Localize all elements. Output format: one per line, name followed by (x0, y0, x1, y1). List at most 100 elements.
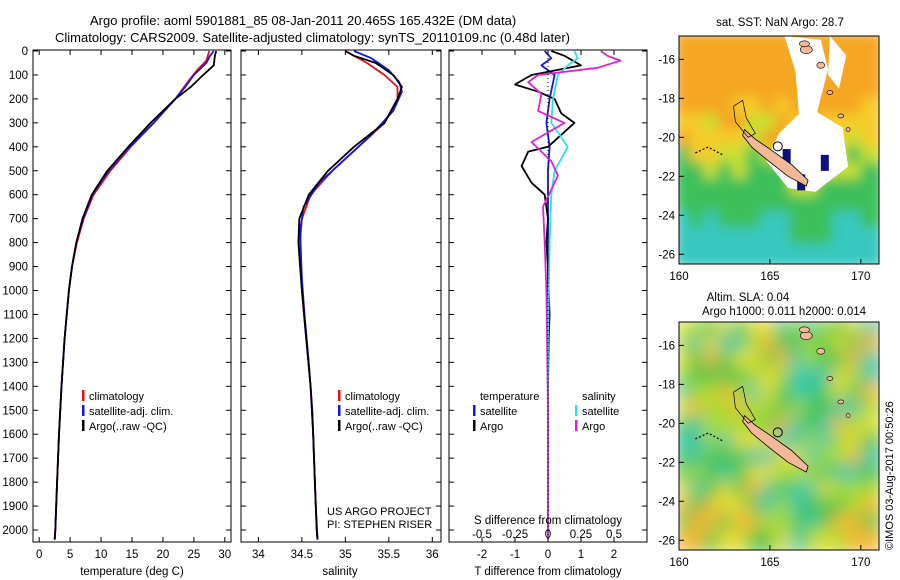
x-tick-label: 1 (578, 549, 584, 561)
x-tick-label: 15 (126, 549, 139, 561)
difference-top-xlabel: S difference from climatology (474, 515, 622, 527)
map-x-tick-label: 170 (851, 271, 870, 283)
x-tick-label: 35 (339, 549, 352, 561)
legend-label-argo: Argo(..raw -QC) (345, 421, 423, 433)
x-tick-label: 0 (36, 549, 42, 561)
legend-swatch-argo (338, 420, 341, 431)
x-tick-label: -2 (477, 549, 487, 561)
land-island (845, 413, 851, 418)
depth-tick-label: 1600 (2, 429, 28, 441)
series-line-satellite (299, 50, 403, 540)
credit-label: ©IMOS 03-Aug-2017 00:50:26 (884, 401, 896, 550)
sla-map-title-2: Argo h1000: 0.011 h2000: 0.014 (702, 306, 867, 318)
depth-tick-label: 0 (22, 46, 28, 58)
legend-label-t-satellite: satellite (480, 406, 517, 418)
difference-legend: temperature satellite Argo salinity sate… (473, 391, 619, 433)
salinity-xlabel: salinity (322, 566, 357, 578)
land-island (816, 61, 826, 69)
x-tick-label: 34 (252, 549, 265, 561)
map-y-tick-label: -26 (658, 249, 675, 261)
x-tick-label: 2 (611, 549, 617, 561)
series-line-climatology (53, 50, 211, 540)
legend-swatch-s-argo (575, 420, 578, 431)
depth-tick-label: 1400 (2, 381, 28, 393)
depth-tick-label: 300 (9, 118, 28, 130)
depth-tick-label: 200 (9, 94, 28, 106)
legend-swatch-climatology (82, 390, 85, 401)
project-line-2: PI: STEPHEN RISER (327, 519, 432, 531)
title-line-2: Climatology: CARS2009. Satellite-adjuste… (55, 30, 570, 45)
map-field-blur (679, 322, 879, 550)
map-x-tick-label: 165 (760, 557, 779, 569)
x-tick-label: 25 (187, 549, 200, 561)
x-tick-label: 30 (218, 549, 231, 561)
sla-map-frame (678, 321, 880, 551)
map-y-tick-label: -18 (658, 379, 675, 391)
profile-location-marker (772, 141, 783, 152)
top-tick-label: -0.5 (472, 529, 492, 541)
reef-outline (695, 432, 723, 442)
series-line-s_argo (527, 50, 622, 540)
salinity-plot-frame (240, 49, 442, 543)
land-island (816, 347, 826, 355)
land-island (837, 399, 845, 405)
x-tick-label: 35.5 (378, 549, 400, 561)
depth-tick-label: 900 (9, 262, 28, 274)
depth-tick-label: 100 (9, 70, 28, 82)
map-cell (860, 529, 879, 550)
reef-outline (733, 99, 756, 138)
temperature-legend: climatology satellite-adj. clim. Argo(..… (82, 390, 173, 433)
map-cell (860, 243, 879, 264)
map-field-blur (679, 36, 879, 264)
x-tick-label: 36 (426, 549, 439, 561)
top-tick-label: 0.25 (570, 529, 592, 541)
x-tick-label: 20 (157, 549, 170, 561)
legend-swatch-t-satellite (473, 405, 476, 416)
map-x-tick-label: 170 (851, 557, 870, 569)
legend-label-s-satellite: satellite (582, 406, 619, 418)
map-y-tick-label: -22 (658, 171, 675, 183)
legend-header-salinity: salinity (582, 391, 616, 403)
top-tick-label: -0.25 (502, 529, 528, 541)
depth-tick-label: 800 (9, 238, 28, 250)
depth-axis: 0 100 200 300 400 500 600 700 800 900 1000 1100 1200… (2, 46, 647, 537)
depth-tick-label: 600 (9, 190, 28, 202)
legend-swatch-satellite (338, 405, 341, 416)
series-line-s_satellite (547, 50, 579, 540)
depth-tick-label: 1200 (2, 333, 28, 345)
legend-header-temperature: temperature (480, 391, 539, 403)
map-field (679, 36, 879, 264)
depth-tick-label: 500 (9, 166, 28, 178)
series-line-t_argo (514, 50, 582, 540)
map-field (679, 322, 879, 550)
map-y-tick-label: -16 (658, 54, 675, 66)
x-tick-label: 5 (67, 549, 73, 561)
map-y-tick-label: -26 (658, 535, 675, 547)
legend-label-satellite: satellite-adj. clim. (89, 406, 173, 418)
reef-outline (733, 385, 756, 424)
legend-swatch-s-satellite (575, 405, 578, 416)
x-tick-label: 10 (95, 549, 108, 561)
legend-swatch-argo (82, 420, 85, 431)
land-island (799, 326, 810, 334)
sst-map: 160 165 170 -16 -18 -20 -22 -24 -26 (658, 36, 879, 283)
profile-location-marker (772, 427, 783, 438)
legend-swatch-satellite (82, 405, 85, 416)
series-line-argo (53, 50, 218, 540)
land-island (837, 113, 845, 119)
depth-tick-label: 400 (9, 142, 28, 154)
cold-cell (820, 154, 829, 171)
temperature-lines: 0 5 10 15 20 25 30 (36, 50, 231, 561)
depth-tick-label: 1100 (3, 309, 28, 321)
map-x-tick-label: 160 (669, 271, 688, 283)
legend-label-t-argo: Argo (480, 421, 503, 433)
temperature-plot-frame (32, 49, 232, 543)
depth-tick-label: 1900 (2, 501, 28, 513)
legend-swatch-climatology (338, 390, 341, 401)
difference-xlabel: T difference from climatology (474, 566, 621, 578)
missing-data-area (828, 36, 847, 89)
salinity-legend: climatology satellite-adj. clim. Argo(..… (338, 390, 429, 433)
x-tick-label: 34.5 (291, 549, 313, 561)
